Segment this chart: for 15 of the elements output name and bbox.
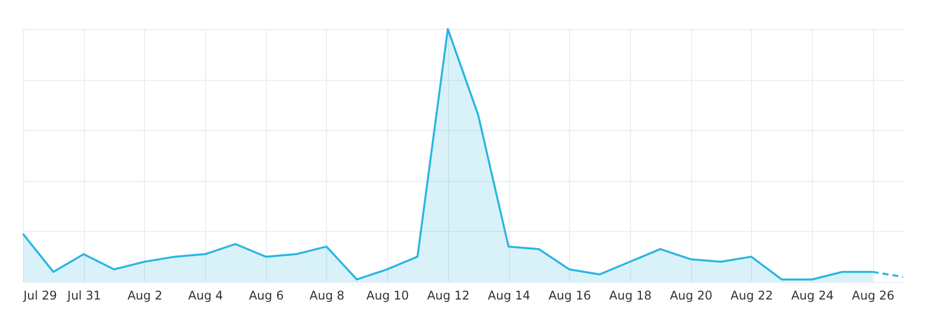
- x-tick-label: Aug 16: [548, 288, 591, 302]
- x-tick-label: Aug 2: [127, 288, 162, 302]
- x-tick-label: Aug 12: [427, 288, 470, 302]
- x-tick-label: Aug 6: [248, 288, 284, 302]
- x-tick-label: Aug 20: [670, 288, 712, 302]
- x-tick-label: Aug 24: [791, 288, 834, 302]
- x-tick-label: Aug 22: [730, 288, 774, 302]
- x-tick-label: Jul 31: [66, 288, 101, 302]
- x-tick-label: Aug 4: [188, 288, 224, 302]
- x-tick-label: Aug 18: [609, 288, 652, 302]
- x-tick-label: Aug 26: [852, 288, 894, 302]
- x-tick-label: Aug 10: [366, 288, 409, 302]
- x-tick-label: Aug 8: [310, 288, 344, 302]
- x-tick-label: Aug 14: [488, 288, 530, 302]
- x-tick-label: Jul 29: [22, 288, 58, 302]
